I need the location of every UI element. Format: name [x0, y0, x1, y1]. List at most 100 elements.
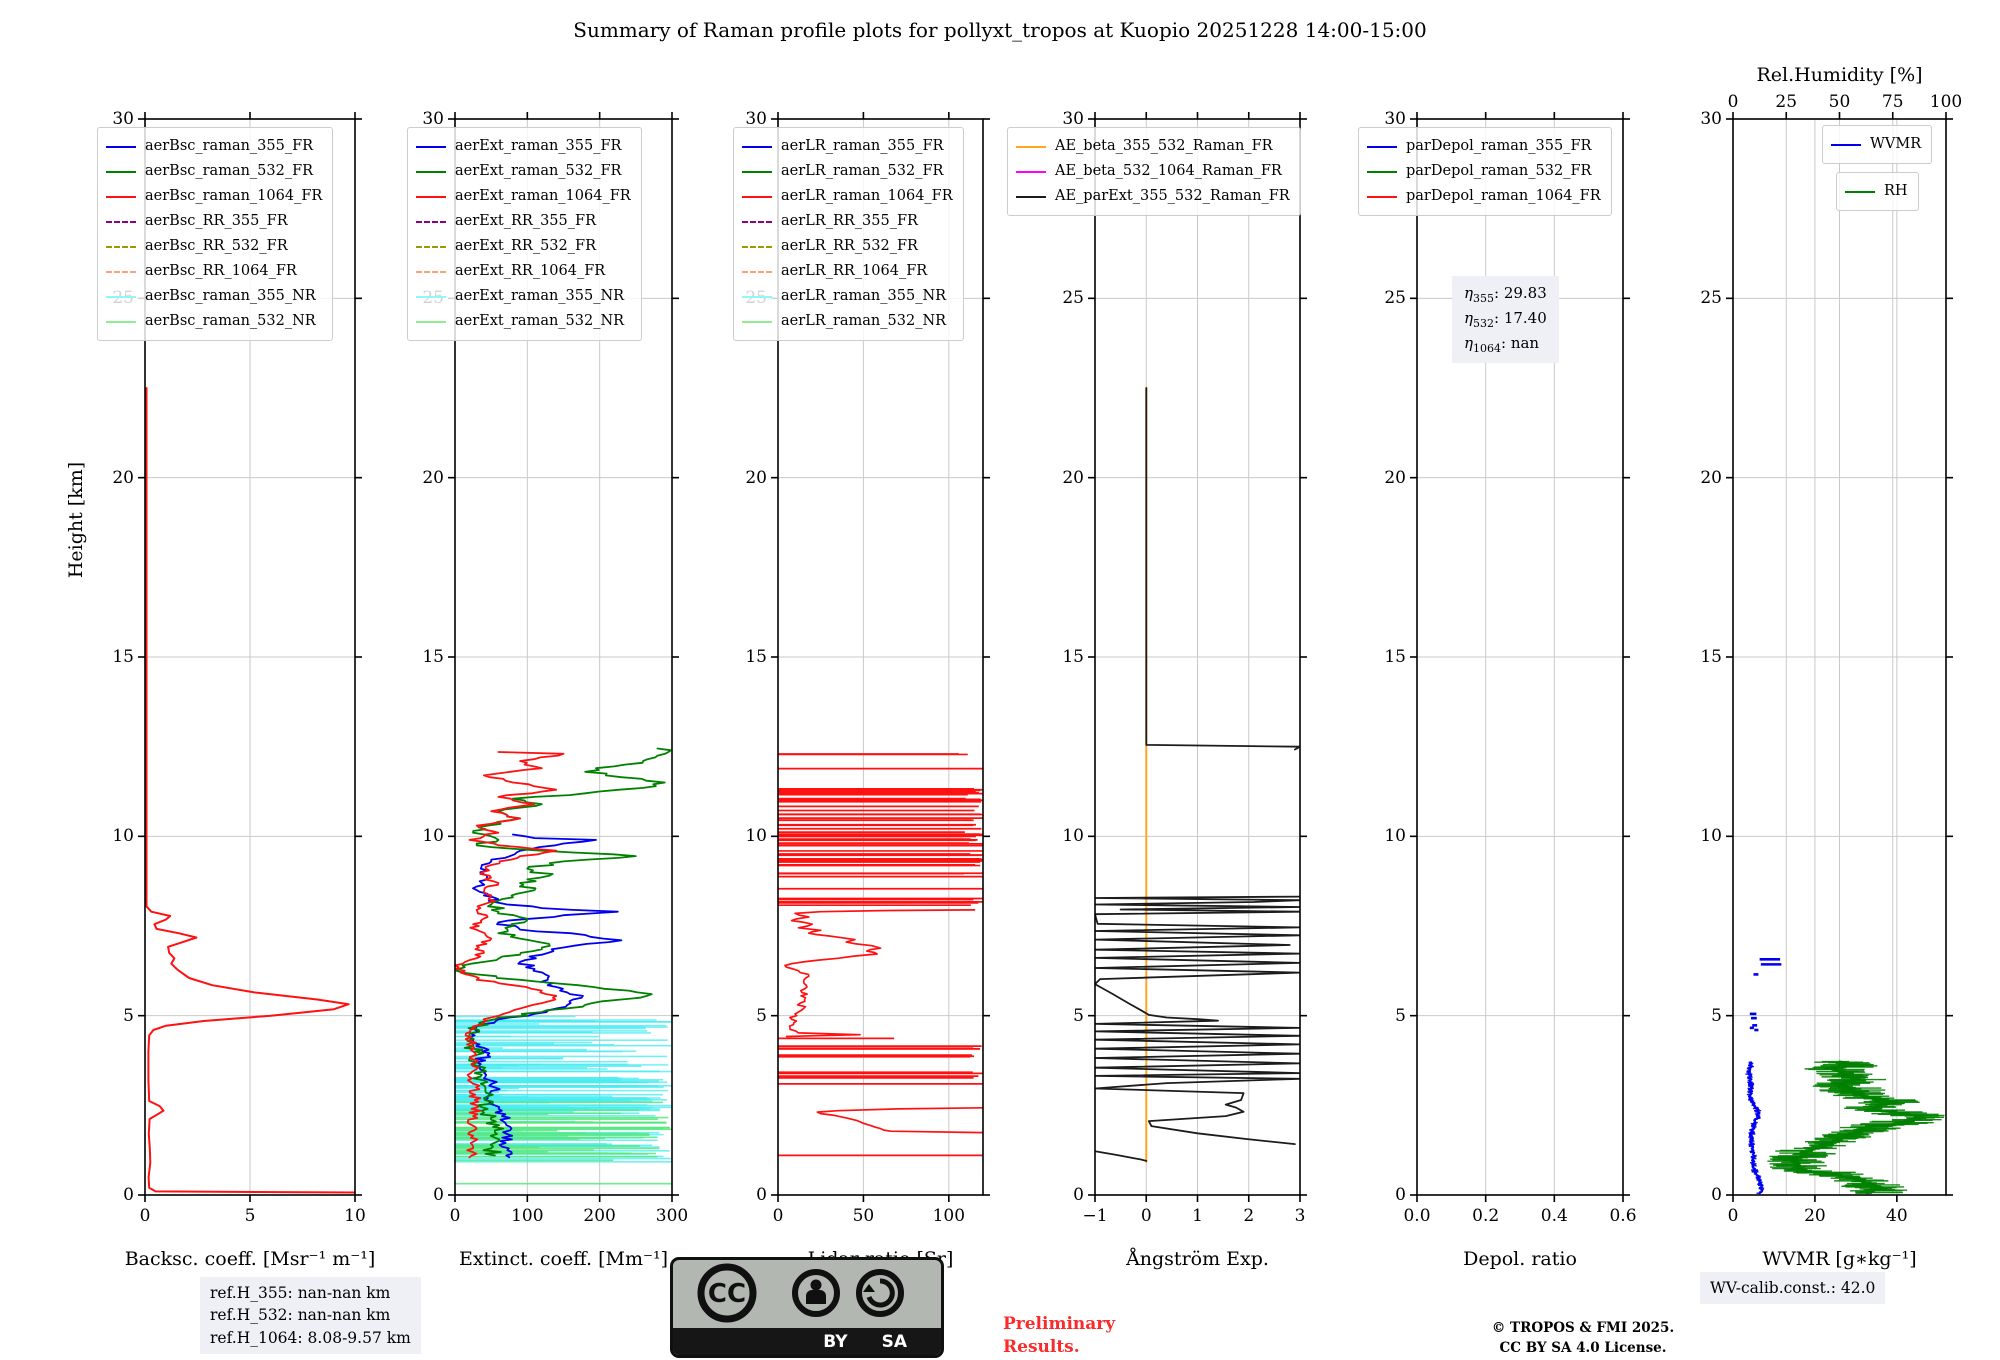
legend-label: aerExt_RR_355_FR — [455, 213, 596, 229]
y-tick-label: 20 — [1384, 467, 1406, 488]
plot-lidar-ratio — [771, 112, 990, 1202]
legend-item: aerLR_RR_1064_FR — [742, 259, 953, 284]
legend-line-sample — [1831, 143, 1861, 146]
legend-line-sample — [742, 145, 772, 148]
legend-line-sample — [416, 220, 446, 223]
legend-wvmr: WVMR — [1822, 125, 1933, 164]
legend-item: aerBsc_raman_532_FR — [106, 159, 322, 184]
x-tick-label: 100 — [932, 1206, 966, 1226]
legend-label: aerLR_raman_355_FR — [781, 138, 944, 154]
series-aerLR_raman_1064_FR — [784, 909, 976, 1038]
x-tick-label: 0 — [139, 1206, 151, 1226]
legend-item: AE_beta_355_532_Raman_FR — [1016, 134, 1290, 159]
legend-item: aerBsc_raman_355_FR — [106, 134, 322, 159]
y-tick-label: 25 — [1062, 288, 1084, 309]
series-layer-lidar-ratio — [778, 753, 983, 1157]
legend-label: aerBsc_raman_355_NR — [145, 288, 316, 304]
y-tick-label: 5 — [756, 1005, 767, 1026]
legend-label: aerExt_raman_532_NR — [455, 313, 625, 329]
top-tick-label: 100 — [1929, 92, 1963, 112]
legend-item: WVMR — [1831, 132, 1921, 157]
series-aerLR_raman_1064_FR_loop — [816, 1106, 983, 1134]
legend-label: AE_parExt_355_532_Raman_FR — [1055, 188, 1290, 204]
legend-item: aerBsc_raman_532_NR — [106, 309, 322, 334]
y-tick-label: 20 — [1700, 467, 1722, 488]
legend-label: aerLR_RR_355_FR — [781, 213, 918, 229]
legend-line-sample — [742, 245, 772, 248]
svg-text:CC: CC — [708, 1279, 746, 1309]
y-tick-label: 10 — [422, 826, 444, 847]
legend-label: RH — [1884, 183, 1908, 199]
cc-badge-strip: BY SA — [673, 1328, 941, 1355]
cc-license-badge: CC BY SA — [670, 1257, 944, 1358]
legend-line-sample — [742, 220, 772, 223]
cc-by-label: BY — [823, 1331, 848, 1352]
legend-label: aerExt_raman_355_NR — [455, 288, 625, 304]
legend-label: aerBsc_raman_532_FR — [145, 163, 314, 179]
legend-item: aerExt_raman_355_FR — [416, 134, 631, 159]
legend-line-sample — [106, 195, 136, 198]
legend-item: aerExt_raman_1064_FR — [416, 184, 631, 209]
top-tick-label: 25 — [1775, 92, 1798, 112]
legend-line-sample — [1367, 195, 1397, 198]
eta-1064: η1064: nan — [1464, 334, 1540, 356]
x-tick-label: 200 — [583, 1206, 616, 1226]
series-layer-extinction — [455, 747, 672, 1185]
legend-line-sample — [742, 320, 772, 323]
legend-item: aerLR_RR_355_FR — [742, 209, 953, 234]
legend-label: AE_beta_355_532_Raman_FR — [1055, 138, 1273, 154]
legend-item: aerBsc_raman_1064_FR — [106, 184, 322, 209]
x-axis-label-wvmr: WVMR [g∗kg⁻¹] — [1762, 1248, 1917, 1270]
legend-line-sample — [106, 270, 136, 273]
legend-label: WVMR — [1870, 136, 1922, 152]
legend-label: aerExt_raman_355_FR — [455, 138, 622, 154]
legend-item: aerLR_raman_1064_FR — [742, 184, 953, 209]
ref-h-532: ref.H_532: nan-nan km — [210, 1306, 391, 1325]
y-tick-label: 20 — [1062, 467, 1084, 488]
y-axis-label: Height [km] — [65, 461, 87, 579]
legend-label: aerLR_raman_1064_FR — [781, 188, 953, 204]
x-tick-label: 0 — [1140, 1206, 1152, 1226]
x-tick-label: 3 — [1294, 1206, 1306, 1226]
wv-calib-note: WV-calib.const.: 42.0 — [1700, 1272, 1886, 1305]
x-tick-label: 0.0 — [1403, 1206, 1431, 1226]
y-tick-label: 0 — [1711, 1185, 1722, 1205]
legend-item: aerExt_raman_532_NR — [416, 309, 631, 334]
series-AE_parExt_355_532_Raman_FR_bot — [1095, 1150, 1148, 1162]
x-axis-label-extinction: Extinct. coeff. [Mm⁻¹] — [458, 1248, 669, 1270]
legend-label: aerBsc_RR_1064_FR — [145, 263, 297, 279]
series-aerExt_raman_1064_FR — [455, 751, 565, 1159]
legend-label: aerExt_raman_532_FR — [455, 163, 622, 179]
legend-label: aerLR_raman_532_FR — [781, 163, 944, 179]
y-tick-label: 0 — [123, 1185, 134, 1205]
copyright-note: © TROPOS & FMI 2025. CC BY SA 4.0 Licens… — [1491, 1320, 1675, 1357]
y-tick-label: 5 — [1395, 1005, 1406, 1026]
eta-355: η355: 29.83 — [1464, 284, 1547, 305]
series-aerBsc_raman_1064_FR — [145, 387, 355, 1194]
y-tick-label: 25 — [1384, 288, 1406, 309]
legend-line-sample — [106, 220, 136, 223]
legend-item: aerLR_raman_355_NR — [742, 284, 953, 309]
cc-sa-label: SA — [881, 1331, 907, 1352]
legend-line-sample — [416, 270, 446, 273]
y-tick-label: 25 — [1700, 288, 1722, 309]
y-tick-label: 30 — [112, 109, 134, 129]
y-tick-label: 0 — [756, 1185, 767, 1205]
legend-line-sample — [416, 145, 446, 148]
y-tick-label: 30 — [1384, 109, 1406, 129]
person-icon — [792, 1269, 840, 1317]
legend-lidar-ratio: aerLR_raman_355_FR aerLR_raman_532_FR aerL… — [733, 127, 964, 341]
y-tick-label: 0 — [433, 1185, 444, 1205]
top-tick-label: 75 — [1881, 92, 1904, 112]
legend-label: aerLR_raman_532_NR — [781, 313, 947, 329]
legend-item: AE_beta_532_1064_Raman_FR — [1016, 159, 1290, 184]
legend-line-sample — [416, 320, 446, 323]
y-tick-label: 0 — [1073, 1185, 1084, 1205]
legend-label: aerBsc_RR_532_FR — [145, 238, 288, 254]
legend-item: RH — [1845, 179, 1908, 204]
y-tick-label: 5 — [1711, 1005, 1722, 1026]
legend-label: aerBsc_RR_355_FR — [145, 213, 288, 229]
legend-rh: RH — [1836, 172, 1919, 211]
x-tick-label: −1 — [1082, 1206, 1108, 1226]
legend-item: aerBsc_raman_355_NR — [106, 284, 322, 309]
